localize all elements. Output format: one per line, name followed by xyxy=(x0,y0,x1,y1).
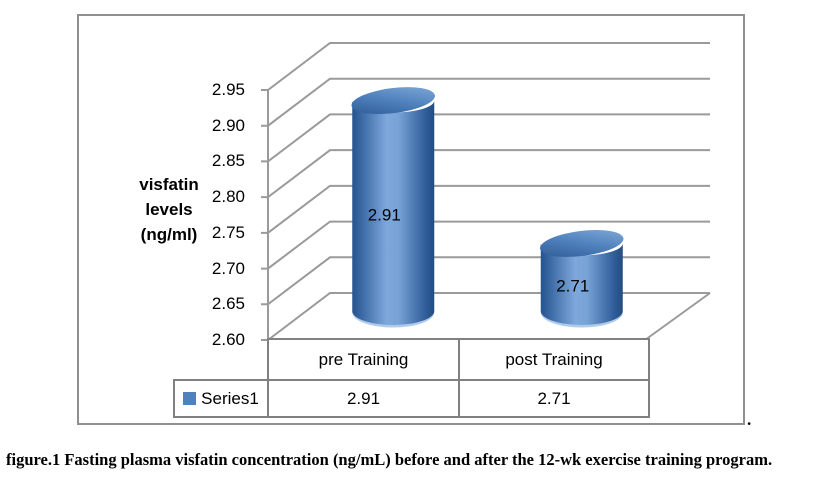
cylinder-top-cap xyxy=(540,230,624,257)
y-axis-title-line: visfatin xyxy=(139,175,199,194)
gridline xyxy=(261,77,710,127)
series1-swatch-icon xyxy=(183,391,197,405)
y-tick-label: 2.70 xyxy=(211,258,245,278)
y-tick-label: 2.60 xyxy=(211,330,245,349)
table-header-row: pre Training post Training xyxy=(174,338,650,381)
data-table: pre Training post Training Series1 2.91 … xyxy=(173,338,650,418)
cylinder-top-cap xyxy=(351,87,435,114)
y-tick-label: 2.90 xyxy=(211,115,245,135)
table-value-post-training: 2.71 xyxy=(458,379,650,418)
gridline xyxy=(261,256,710,306)
y-tick-label: 2.75 xyxy=(211,222,245,242)
y-axis-title: visfatin levels (ng/ml) xyxy=(103,172,235,247)
cylinder-body xyxy=(352,100,435,326)
legend-label: Series1 xyxy=(201,388,259,408)
chart-frame: 2.91 2.71 visfatin levels (ng/ml) 2.95 2.90 2… xyxy=(77,14,745,425)
y-tick-label: 2.80 xyxy=(211,187,245,207)
gridline xyxy=(261,113,710,163)
gridline xyxy=(261,220,710,270)
y-tick-label: 2.65 xyxy=(211,294,245,314)
table-value-pre-training: 2.91 xyxy=(267,379,460,418)
bar-value-label: 2.71 xyxy=(556,277,589,296)
figure-caption: figure.1 Fasting plasma visfatin concent… xyxy=(6,450,773,469)
gridline xyxy=(261,42,710,91)
column-header-pre-training: pre Training xyxy=(267,338,460,381)
y-tick-label: 2.95 xyxy=(211,80,245,99)
table-empty-corner xyxy=(174,339,268,380)
y-axis-title-line: (ng/ml) xyxy=(140,225,198,244)
gridline xyxy=(261,184,710,234)
y-tick-label: 2.85 xyxy=(211,151,245,171)
cylinder-body xyxy=(540,243,623,326)
table-series-row: Series1 2.91 2.71 xyxy=(173,379,650,418)
gridline xyxy=(261,292,710,341)
stray-period-text: . xyxy=(747,410,752,429)
y-axis-title-line: levels xyxy=(145,200,193,219)
floor-right-edge xyxy=(644,292,711,341)
gridline xyxy=(261,149,710,199)
plot-area: 2.91 2.71 xyxy=(261,42,711,341)
bar-value-label: 2.91 xyxy=(368,205,401,224)
column-header-post-training: post Training xyxy=(458,338,650,381)
legend-cell: Series1 xyxy=(173,379,269,418)
